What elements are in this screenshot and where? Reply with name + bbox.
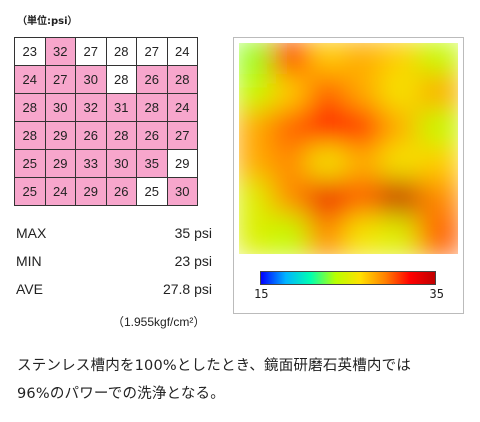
grid-cell: 28	[105, 121, 137, 150]
grid-cell: 25	[136, 177, 168, 206]
stat-row-ave: AVE 27.8 psi	[14, 281, 212, 309]
grid-cell: 27	[166, 121, 198, 150]
stat-label: MAX	[16, 225, 47, 241]
color-scale-bar	[260, 271, 436, 285]
grid-cell: 30	[166, 177, 198, 206]
grid-cell: 24	[166, 93, 198, 122]
grid-row: 23 32 27 28 27 24	[14, 37, 198, 66]
grid-cell: 29	[75, 177, 107, 206]
grid-cell: 28	[105, 37, 137, 66]
grid-cell: 31	[105, 93, 137, 122]
grid-cell: 35	[136, 149, 168, 178]
grid-cell: 28	[105, 65, 137, 94]
grid-cell: 26	[105, 177, 137, 206]
grid-cell: 32	[75, 93, 107, 122]
grid-cell: 28	[14, 121, 46, 150]
grid-cell: 30	[44, 93, 76, 122]
grid-cell: 32	[44, 37, 76, 66]
grid-cell: 26	[136, 65, 168, 94]
grid-cell: 26	[136, 121, 168, 150]
grid-cell: 28	[136, 93, 168, 122]
grid-cell: 25	[14, 149, 46, 178]
grid-cell: 33	[75, 149, 107, 178]
grid-row: 25 24 29 26 25 30	[14, 177, 198, 206]
scale-min-label: 15	[254, 287, 269, 301]
stat-value: 27.8 psi	[162, 281, 212, 297]
grid-row: 28 30 32 31 28 24	[14, 93, 198, 122]
grid-cell: 28	[166, 65, 198, 94]
grid-cell: 24	[44, 177, 76, 206]
scale-max-label: 35	[429, 287, 444, 301]
stat-label: MIN	[16, 253, 42, 269]
grid-cell: 25	[14, 177, 46, 206]
grid-cell: 29	[44, 121, 76, 150]
grid-cell: 30	[75, 65, 107, 94]
heatmap-panel: 15 35	[233, 37, 464, 314]
grid-cell: 24	[166, 37, 198, 66]
stat-value: 35 psi	[174, 225, 212, 241]
grid-cell: 29	[166, 149, 198, 178]
stats-panel: MAX 35 psi MIN 23 psi AVE 27.8 psi	[14, 225, 212, 309]
stat-label: AVE	[16, 281, 43, 297]
grid-cell: 23	[14, 37, 46, 66]
heatmap-blend	[239, 43, 458, 254]
caption-line-1: ステンレス槽内を100%としたとき、鏡面研磨石英槽内では	[17, 358, 412, 374]
stat-value: 23 psi	[174, 253, 212, 269]
grid-cell: 27	[136, 37, 168, 66]
grid-row: 25 29 33 30 35 29	[14, 149, 198, 178]
grid-row: 28 29 26 28 26 27	[14, 121, 198, 150]
stat-row-max: MAX 35 psi	[14, 225, 212, 253]
grid-cell: 26	[75, 121, 107, 150]
color-scale: 15 35	[254, 267, 444, 307]
grid-cell: 29	[44, 149, 76, 178]
grid-cell: 28	[14, 93, 46, 122]
grid-cell: 24	[14, 65, 46, 94]
heatmap-image	[239, 43, 458, 254]
grid-row: 24 27 30 28 26 28	[14, 65, 198, 94]
caption-line-2: 96%のパワーでの洗浄となる。	[17, 386, 225, 402]
caption: ステンレス槽内を100%としたとき、鏡面研磨石英槽内では 96%のパワーでの洗浄…	[17, 352, 472, 408]
grid-cell: 27	[44, 65, 76, 94]
unit-label: （単位:psi）	[17, 16, 78, 27]
pressure-grid: 23 32 27 28 27 24 24 27 30 28 26 28 28 30 32 31 28 24 28 29…	[14, 37, 198, 206]
heatmap-cell	[417, 214, 458, 254]
stat-row-min: MIN 23 psi	[14, 253, 212, 281]
grid-cell: 30	[105, 149, 137, 178]
grid-cell: 27	[75, 37, 107, 66]
conversion-note: （1.955kgf/cm²）	[112, 315, 206, 329]
